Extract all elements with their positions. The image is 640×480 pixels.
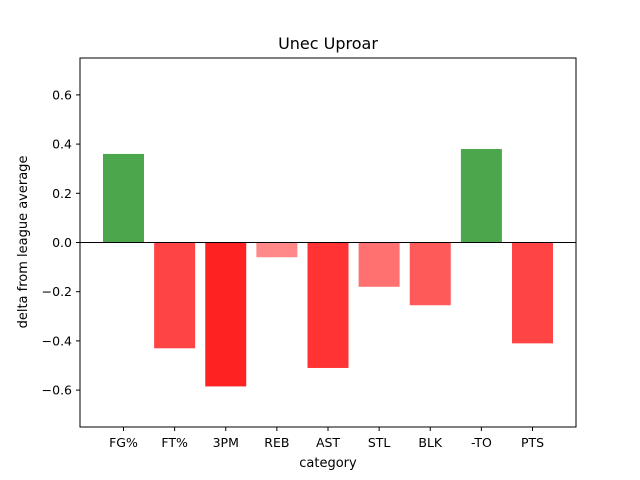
y-tick-label: 0.2: [52, 186, 72, 201]
x-tick-label: AST: [316, 435, 340, 450]
x-tick-label: -TO: [471, 435, 492, 450]
y-tick-label: 0.6: [52, 87, 72, 102]
plot-frame: [79, 57, 577, 428]
bar-ast: [307, 242, 349, 368]
y-tick-label: −0.2: [42, 284, 72, 299]
y-tick-label: 0.0: [52, 235, 72, 250]
x-tick-label: 3PM: [213, 435, 239, 450]
bar-fg: [103, 153, 144, 243]
x-tick-label: STL: [368, 435, 391, 450]
bar-3pm: [205, 242, 247, 387]
y-tick-label: 0.4: [52, 137, 72, 152]
y-tick-label: −0.4: [42, 333, 72, 348]
chart-title: Unec Uproar: [278, 34, 378, 53]
x-axis-label: category: [299, 456, 357, 471]
bar-stl: [358, 242, 400, 287]
x-axis: FG% FT% 3PM REB AST STL BLK -TO PTS: [109, 427, 544, 450]
bar-ft: [154, 242, 196, 349]
x-tick-label: REB: [264, 435, 289, 450]
y-axis: −0.6 −0.4 −0.2 0.0 0.2 0.4 0.6: [42, 87, 80, 398]
x-tick-label: PTS: [521, 435, 544, 450]
bar-to: [460, 149, 502, 243]
bars-group: [103, 149, 553, 387]
x-tick-label: BLK: [418, 435, 443, 450]
x-tick-label: FG%: [109, 435, 138, 450]
y-axis-label: delta from league average: [16, 156, 31, 329]
x-tick-label: FT%: [161, 435, 188, 450]
y-tick-label: −0.6: [42, 383, 72, 398]
bar-reb: [256, 242, 298, 258]
bar-pts: [512, 242, 553, 344]
bar-blk: [409, 242, 451, 306]
